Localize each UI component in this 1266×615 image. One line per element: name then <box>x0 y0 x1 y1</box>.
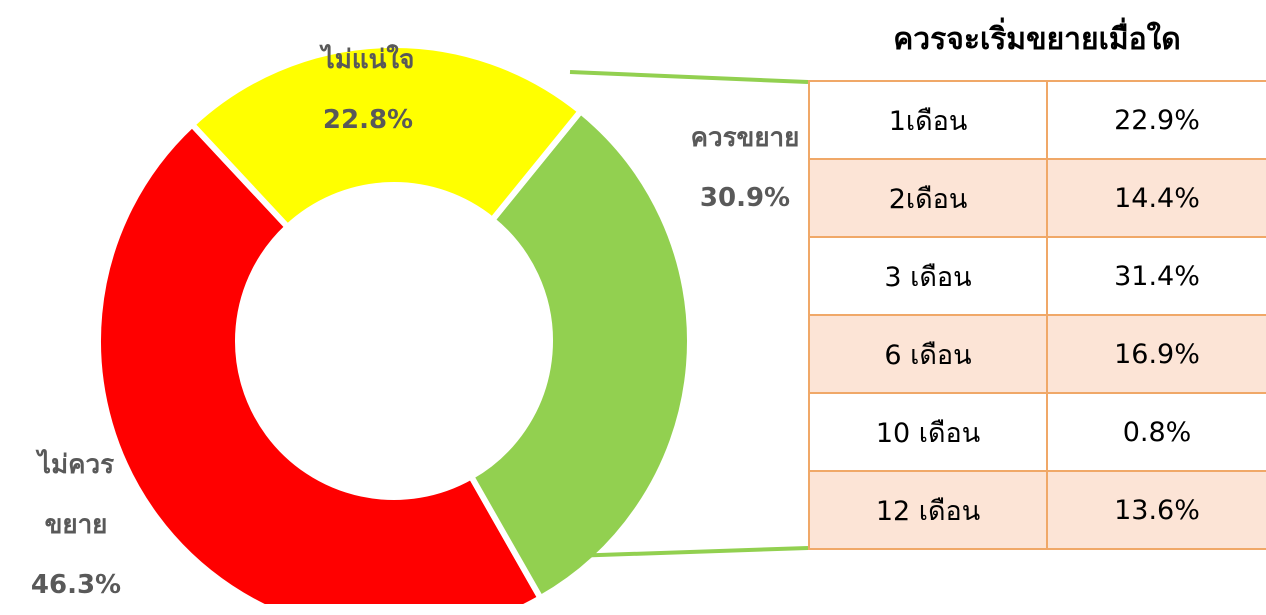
table-cell: 14.4% <box>1046 158 1266 238</box>
table-row: 6 เดือน 16.9% <box>808 314 1266 394</box>
table-cell: 3 เดือน <box>808 236 1048 316</box>
slice-value-label: 30.9% <box>699 183 791 213</box>
slice-label-group: ไม่แน่ใจ 22.8% <box>322 30 415 150</box>
connector-line <box>569 70 809 84</box>
table-row: 3 เดือน 31.4% <box>808 236 1266 316</box>
table-cell: 10 เดือน <box>808 392 1048 472</box>
slice-label: ควรขยาย <box>690 123 800 153</box>
table-cell: 22.9% <box>1046 80 1266 160</box>
slice <box>187 42 585 232</box>
table-title: ควรจะเริ่มขยายเมื่อใด <box>893 22 1181 57</box>
slice-label-group: ควรขยาย 30.9% <box>691 108 800 228</box>
table-row: 12 เดือน 13.6% <box>808 470 1266 550</box>
table: 1เดือน 22.9% 2เดือน 14.4% 3 เดือน 31.4% 6 เดือ… <box>808 80 1266 550</box>
table-cell: 31.4% <box>1046 236 1266 316</box>
table-cell: 2เดือน <box>808 158 1048 238</box>
table-cell: 13.6% <box>1046 470 1266 550</box>
table-row: 1เดือน 22.9% <box>808 80 1266 160</box>
table-cell: 12 เดือน <box>808 470 1048 550</box>
slice <box>95 120 545 604</box>
table-cell: 1เดือน <box>808 80 1048 160</box>
slice-value-label: 46.3% <box>30 570 122 600</box>
table-cell: 16.9% <box>1046 314 1266 394</box>
table-row: 2เดือน 14.4% <box>808 158 1266 238</box>
slice-value-label: 22.8% <box>322 105 414 135</box>
table-cell: 0.8% <box>1046 392 1266 472</box>
slice-label-group: ไม่ควรขยาย 46.3% <box>21 435 131 615</box>
slice <box>467 107 693 603</box>
slice-label: ไม่แน่ใจ <box>321 45 415 75</box>
table-row: 10 เดือน 0.8% <box>808 392 1266 472</box>
connector-line <box>569 546 809 558</box>
slice-label: ไม่ควรขยาย <box>37 450 115 540</box>
table-cell: 6 เดือน <box>808 314 1048 394</box>
